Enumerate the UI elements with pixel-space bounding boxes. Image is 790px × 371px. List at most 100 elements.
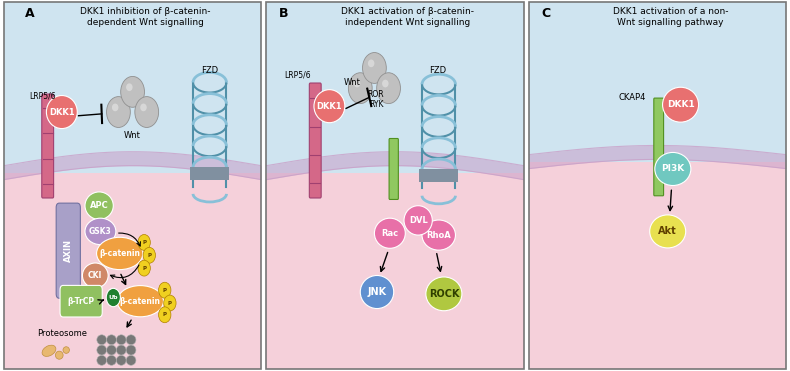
- Ellipse shape: [42, 345, 56, 357]
- Text: PI3K: PI3K: [661, 164, 684, 174]
- Text: B: B: [279, 7, 288, 20]
- Text: FZD: FZD: [429, 66, 446, 75]
- Text: P: P: [142, 240, 146, 245]
- Text: LRP5/6: LRP5/6: [30, 91, 56, 100]
- Bar: [4, 2, 261, 173]
- Text: Proteosome: Proteosome: [37, 329, 88, 338]
- Ellipse shape: [135, 96, 159, 128]
- Ellipse shape: [97, 355, 107, 365]
- Text: Wnt: Wnt: [124, 131, 141, 140]
- Ellipse shape: [55, 351, 63, 359]
- Ellipse shape: [126, 345, 136, 355]
- Text: JNK: JNK: [367, 287, 386, 297]
- Ellipse shape: [377, 73, 401, 104]
- Ellipse shape: [82, 263, 108, 288]
- Text: Wnt: Wnt: [344, 78, 360, 87]
- Ellipse shape: [63, 347, 70, 353]
- Text: ROCK: ROCK: [429, 289, 459, 299]
- Text: DKK1: DKK1: [667, 100, 694, 109]
- Ellipse shape: [107, 335, 116, 345]
- Text: AXIN: AXIN: [64, 239, 73, 262]
- Ellipse shape: [107, 96, 130, 128]
- Ellipse shape: [649, 215, 686, 248]
- FancyBboxPatch shape: [419, 169, 458, 182]
- Ellipse shape: [354, 80, 360, 88]
- Ellipse shape: [143, 247, 156, 263]
- FancyBboxPatch shape: [310, 83, 322, 198]
- Ellipse shape: [107, 355, 116, 365]
- FancyBboxPatch shape: [389, 138, 398, 200]
- Ellipse shape: [116, 355, 126, 365]
- Text: CKAP4: CKAP4: [619, 93, 646, 102]
- Ellipse shape: [314, 90, 344, 123]
- Ellipse shape: [126, 355, 136, 365]
- Text: DKK1 activation of a non-
Wnt signalling pathway: DKK1 activation of a non- Wnt signalling…: [612, 7, 728, 27]
- Ellipse shape: [116, 345, 126, 355]
- Ellipse shape: [112, 104, 118, 111]
- Text: DKK1: DKK1: [317, 102, 342, 111]
- Bar: [529, 162, 786, 369]
- Bar: [266, 2, 524, 173]
- Text: β-TrCP: β-TrCP: [68, 297, 95, 306]
- Text: FZD: FZD: [201, 66, 218, 75]
- Ellipse shape: [138, 234, 150, 250]
- Text: LRP5/6: LRP5/6: [284, 71, 311, 80]
- Ellipse shape: [126, 83, 133, 91]
- Ellipse shape: [159, 282, 171, 298]
- FancyBboxPatch shape: [190, 167, 229, 180]
- Bar: [529, 2, 786, 162]
- FancyBboxPatch shape: [654, 98, 664, 196]
- Text: P: P: [163, 288, 167, 293]
- Text: β-catenin: β-catenin: [100, 249, 140, 258]
- Ellipse shape: [116, 335, 126, 345]
- Text: DKK1 activation of β-catenin-
independent Wnt signalling: DKK1 activation of β-catenin- independen…: [341, 7, 474, 27]
- Ellipse shape: [426, 277, 462, 311]
- Text: Ub: Ub: [108, 295, 118, 300]
- Text: DVL: DVL: [408, 216, 427, 225]
- Text: ROR
RYK: ROR RYK: [367, 90, 383, 109]
- Text: CKI: CKI: [88, 271, 103, 280]
- Ellipse shape: [374, 218, 405, 248]
- Ellipse shape: [85, 192, 113, 220]
- Text: A: A: [24, 7, 34, 20]
- Ellipse shape: [422, 220, 456, 250]
- Text: P: P: [147, 253, 152, 258]
- Ellipse shape: [47, 95, 77, 129]
- Ellipse shape: [363, 53, 386, 83]
- Text: DKK1 inhibition of β-catenin-
dependent Wnt signalling: DKK1 inhibition of β-catenin- dependent …: [81, 7, 211, 27]
- Text: P: P: [142, 266, 146, 270]
- FancyBboxPatch shape: [56, 203, 81, 298]
- Ellipse shape: [85, 218, 116, 244]
- Text: P: P: [163, 312, 167, 317]
- Ellipse shape: [404, 206, 432, 235]
- Ellipse shape: [97, 345, 107, 355]
- Bar: [4, 173, 261, 369]
- Ellipse shape: [126, 335, 136, 345]
- Text: APC: APC: [90, 201, 108, 210]
- Ellipse shape: [107, 345, 116, 355]
- Ellipse shape: [121, 76, 145, 107]
- Text: DKK1: DKK1: [49, 108, 74, 116]
- FancyBboxPatch shape: [60, 285, 102, 317]
- Ellipse shape: [96, 237, 143, 270]
- FancyBboxPatch shape: [42, 94, 54, 198]
- Ellipse shape: [138, 260, 150, 276]
- Ellipse shape: [663, 87, 698, 122]
- Ellipse shape: [368, 59, 374, 67]
- Ellipse shape: [159, 307, 171, 323]
- Ellipse shape: [655, 152, 691, 186]
- Ellipse shape: [382, 80, 389, 88]
- Text: P: P: [168, 301, 172, 306]
- Ellipse shape: [348, 73, 372, 104]
- Text: β-catenin: β-catenin: [120, 297, 161, 306]
- Bar: [266, 173, 524, 369]
- Ellipse shape: [360, 276, 393, 309]
- Text: RhoA: RhoA: [427, 231, 451, 240]
- Ellipse shape: [117, 286, 164, 317]
- Text: C: C: [542, 7, 551, 20]
- Text: Rac: Rac: [382, 229, 398, 238]
- Ellipse shape: [141, 104, 147, 111]
- Ellipse shape: [106, 288, 120, 307]
- Text: GSK3: GSK3: [89, 227, 112, 236]
- Text: Akt: Akt: [658, 226, 677, 236]
